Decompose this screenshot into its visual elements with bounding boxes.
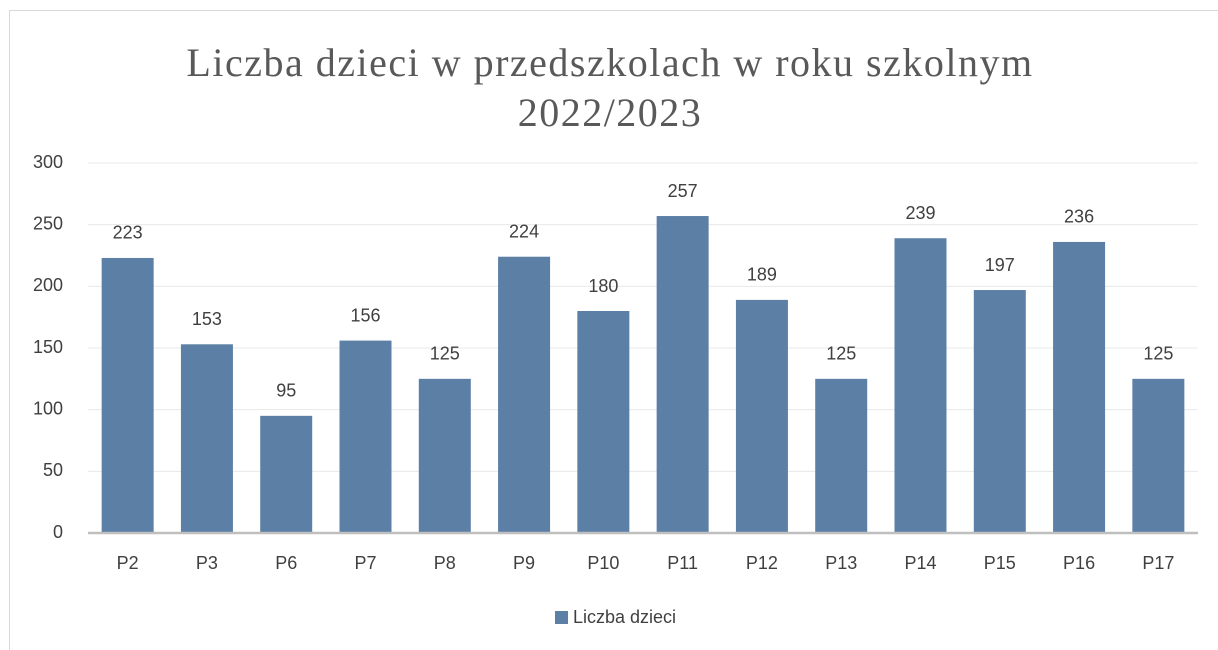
legend-label: Liczba dzieci <box>573 607 676 627</box>
data-label: 180 <box>588 276 618 296</box>
x-tick-label: P6 <box>275 553 297 573</box>
data-label: 197 <box>985 255 1015 275</box>
data-label: 189 <box>747 265 777 285</box>
data-label: 125 <box>826 344 856 364</box>
data-label: 125 <box>1143 344 1173 364</box>
x-tick-label: P11 <box>667 553 698 573</box>
bar <box>498 256 551 533</box>
y-tick-label: 100 <box>33 398 63 418</box>
x-tick-label: P7 <box>354 553 376 573</box>
data-label: 125 <box>430 344 460 364</box>
data-label: 239 <box>905 203 935 223</box>
x-tick-label: P10 <box>587 553 619 573</box>
chart-title: Liczba dzieci w przedszkolach w roku szk… <box>186 40 1034 135</box>
x-tick-label: P2 <box>117 553 139 573</box>
x-tick-label: P14 <box>904 553 936 573</box>
x-tick-label: P8 <box>434 553 456 573</box>
bar <box>1132 378 1185 533</box>
x-tick-label: P3 <box>196 553 218 573</box>
data-label: 257 <box>668 181 698 201</box>
x-tick-label: P16 <box>1063 553 1095 573</box>
bar <box>260 415 313 533</box>
y-tick-label: 300 <box>33 152 63 172</box>
data-label: 223 <box>113 223 143 243</box>
bar <box>339 340 392 533</box>
y-tick-label: 200 <box>33 275 63 295</box>
y-tick-label: 50 <box>43 460 63 480</box>
y-tick-label: 250 <box>33 213 63 233</box>
bar <box>1053 241 1106 533</box>
x-tick-label: P13 <box>825 553 857 573</box>
y-tick-label: 0 <box>53 522 63 542</box>
data-label: 224 <box>509 221 539 241</box>
bar <box>180 344 233 533</box>
data-label: 95 <box>276 381 296 401</box>
bar <box>656 216 709 534</box>
x-tick-label: P17 <box>1142 553 1174 573</box>
bar <box>894 238 947 533</box>
bar <box>577 311 630 533</box>
chart-frame <box>9 10 1218 650</box>
x-tick-label: P15 <box>984 553 1016 573</box>
data-label: 153 <box>192 309 222 329</box>
data-label: 236 <box>1064 207 1094 227</box>
legend-swatch <box>555 611 568 624</box>
data-label: 156 <box>350 305 380 325</box>
x-tick-label: P9 <box>513 553 535 573</box>
bar <box>973 290 1026 533</box>
bar <box>735 299 788 533</box>
bar <box>418 378 471 533</box>
bar <box>815 378 868 533</box>
x-tick-label: P12 <box>746 553 778 573</box>
y-tick-label: 150 <box>33 337 63 357</box>
bar <box>101 257 154 533</box>
